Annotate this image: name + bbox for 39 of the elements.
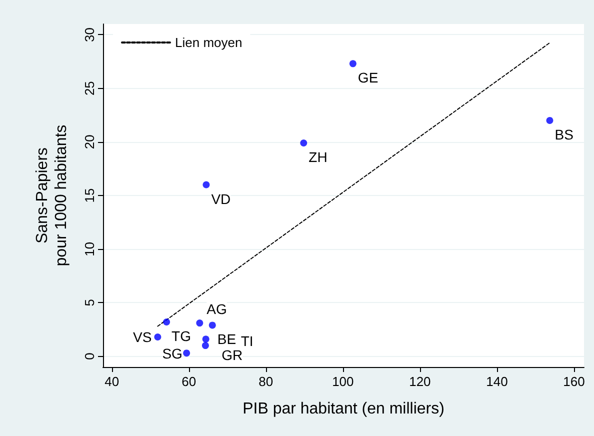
annotation: GR — [222, 347, 243, 364]
point — [202, 181, 210, 188]
point — [300, 139, 308, 146]
point — [546, 116, 554, 124]
legend-label: Lien moyen — [175, 35, 242, 50]
point — [208, 322, 216, 329]
x-tick-label: 40 — [104, 374, 120, 389]
annotation: ZH — [308, 148, 328, 165]
y-tick-label: 10 — [82, 242, 97, 256]
x-axis-title: PIB par habitant (en milliers) — [242, 400, 444, 418]
annotation: BS — [554, 126, 574, 142]
x-tick-label: 60 — [182, 374, 196, 389]
y-tick-label: 20 — [82, 134, 97, 150]
x-tick-label: 160 — [563, 374, 585, 389]
point — [202, 336, 210, 343]
point — [202, 342, 209, 350]
annotation: TI — [240, 333, 254, 350]
annotation: GE — [358, 70, 378, 86]
annotation: VS — [133, 328, 152, 345]
x-tick-label: 100 — [332, 374, 354, 389]
point — [349, 60, 356, 68]
annotation: SG — [162, 346, 182, 362]
y-tick-label: 25 — [82, 81, 97, 96]
point — [196, 320, 204, 327]
x-tick-label: 120 — [409, 374, 431, 389]
y-axis-title: Sans-Papiers pour 1000 habitants — [34, 124, 70, 266]
point — [163, 318, 170, 326]
point — [183, 350, 190, 357]
x-tick-label: 140 — [486, 374, 508, 389]
y-tick-label: 30 — [82, 27, 97, 42]
x-tick-label: 80 — [258, 374, 274, 389]
annotation: AG — [206, 301, 227, 318]
point — [154, 333, 162, 340]
annotation: TG — [172, 328, 191, 344]
y-tick-label: 0 — [82, 352, 97, 360]
y-tick-label: 15 — [82, 188, 97, 203]
y-tick-label: 5 — [82, 299, 97, 306]
annotation: VD — [211, 190, 231, 207]
annotation: BE — [217, 331, 236, 348]
